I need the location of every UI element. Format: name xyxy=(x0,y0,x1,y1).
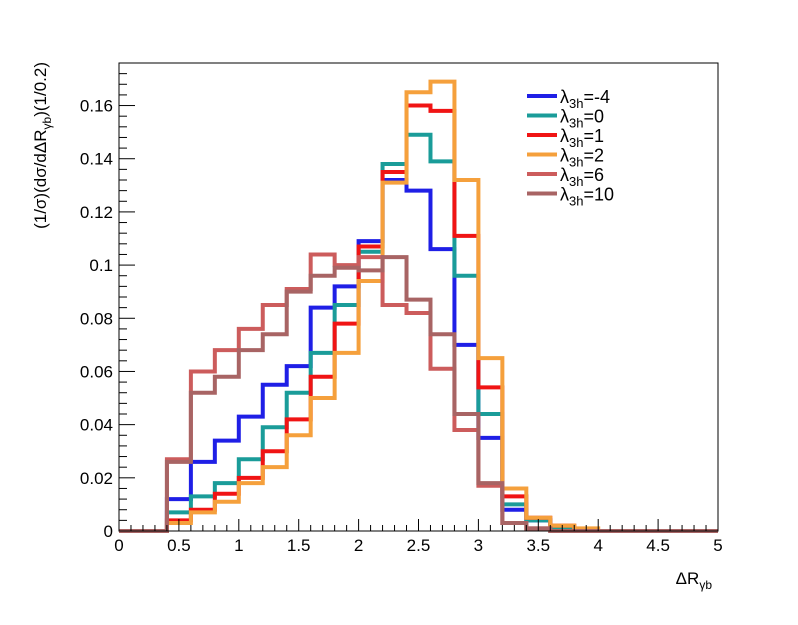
y-tick-label: 0.02 xyxy=(80,469,113,488)
x-tick-label: 0 xyxy=(114,536,123,555)
legend-label-4: λ3h=2 xyxy=(560,146,604,170)
legend-label-1: λ3h=-4 xyxy=(560,87,610,111)
legend-label-6: λ3h=10 xyxy=(560,185,614,209)
y-tick-label: 0.1 xyxy=(89,256,113,275)
legend-label-3: λ3h=1 xyxy=(560,126,604,150)
x-tick-label: 5 xyxy=(713,536,722,555)
y-axis-title-pre: (1/σ)(dσ/dΔR xyxy=(31,129,50,228)
y-axis-title-post: )(1/0.2) xyxy=(31,62,50,117)
y-axis-title: (1/σ)(dσ/dΔRγb)(1/0.2) xyxy=(31,62,54,229)
legend-label-2: λ3h=0 xyxy=(560,107,604,131)
y-tick-label: 0.12 xyxy=(80,203,113,222)
x-tick-label: 3.5 xyxy=(526,536,550,555)
x-axis-title-main: ΔR xyxy=(676,569,700,588)
y-axis-title-sub: γb xyxy=(40,116,54,129)
axis-ticks: 0 0.5 1 1.5 2 2.5 3 3.5 4 4.5 5 0 0.02 0.04 0.06 0.08 0.… xyxy=(80,62,723,555)
x-tick-label: 1.5 xyxy=(287,536,311,555)
y-tick-label: 0.16 xyxy=(80,97,113,116)
x-tick-label: 4.5 xyxy=(646,536,670,555)
y-tick-label: 0.06 xyxy=(80,362,113,381)
x-tick-label: 2 xyxy=(354,536,363,555)
series-line-2 xyxy=(119,132,718,533)
y-tick-label: 0.04 xyxy=(80,416,113,435)
x-tick-label: 0.5 xyxy=(167,536,191,555)
x-axis-title-sub: γb xyxy=(699,578,712,592)
x-tick-label: 2.5 xyxy=(407,536,431,555)
x-axis-title: ΔRγb xyxy=(676,569,713,592)
y-tick-label: 0.08 xyxy=(80,309,113,328)
x-tick-label: 1 xyxy=(234,536,243,555)
x-tick-label: 3 xyxy=(474,536,483,555)
legend-label-5: λ3h=6 xyxy=(560,165,604,189)
y-tick-label: 0 xyxy=(104,522,113,541)
y-tick-label: 0.14 xyxy=(80,150,113,169)
x-tick-label: 4 xyxy=(593,536,602,555)
